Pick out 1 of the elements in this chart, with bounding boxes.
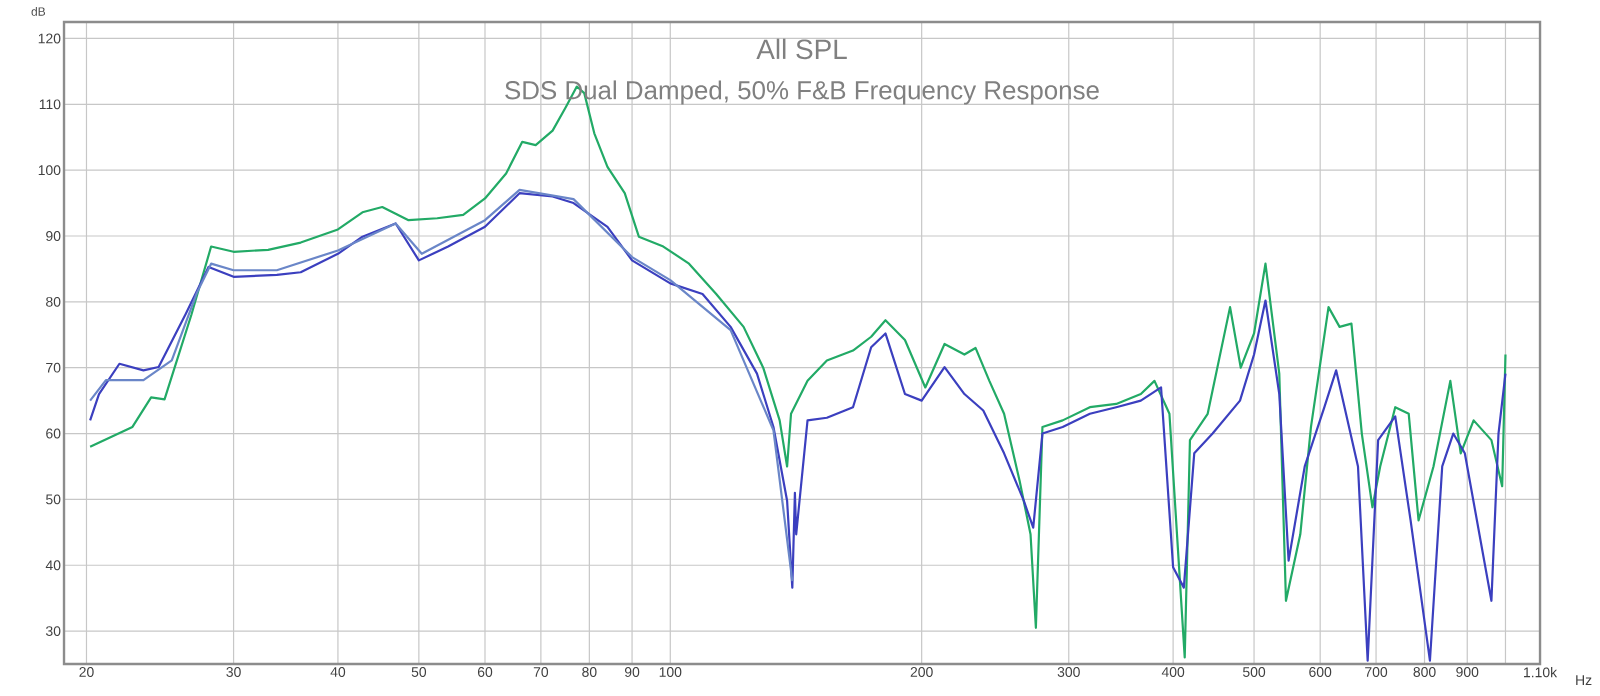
chart-title: All SPL	[756, 38, 847, 60]
